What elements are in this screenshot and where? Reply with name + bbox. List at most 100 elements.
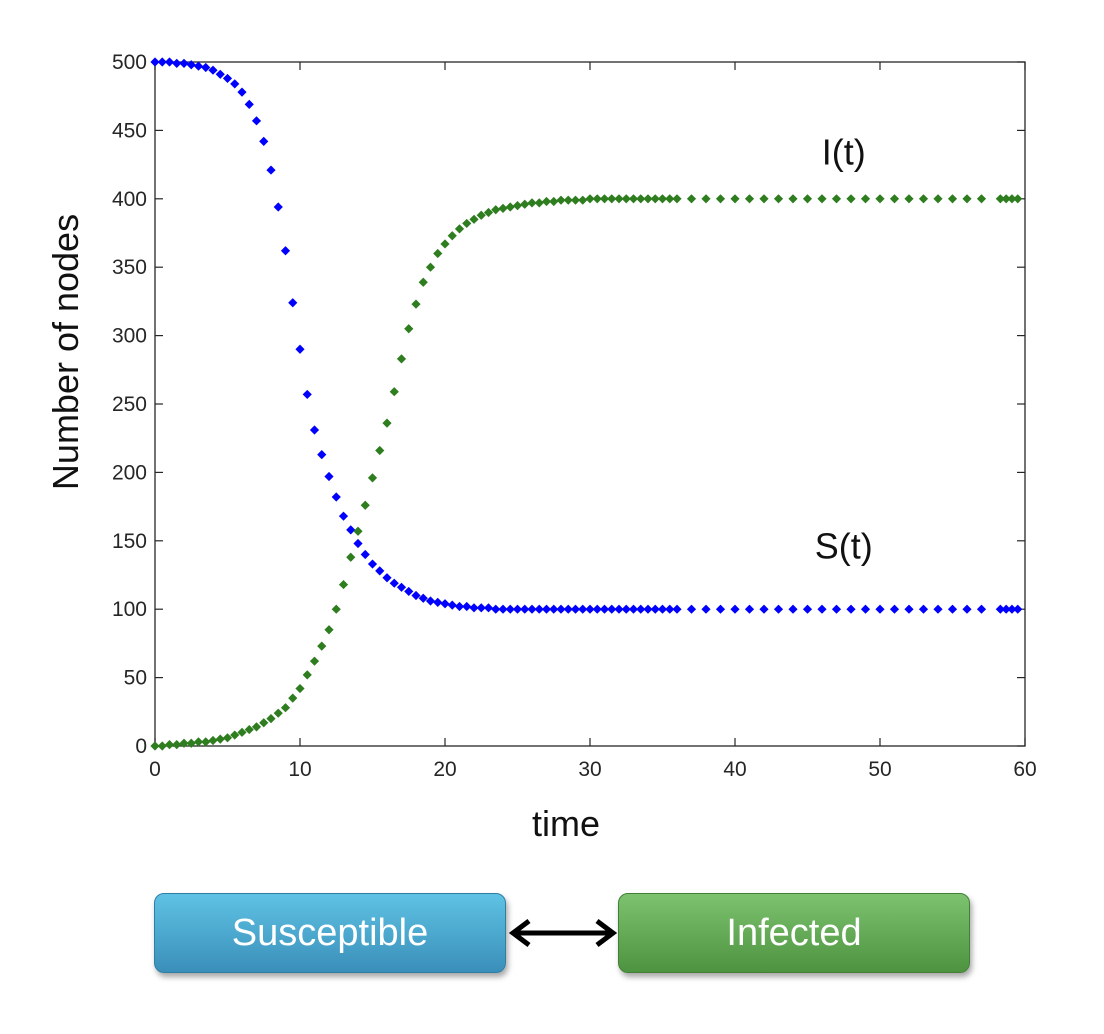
data-point — [193, 737, 204, 747]
data-point — [179, 58, 189, 68]
data-point — [302, 670, 312, 680]
data-point — [360, 549, 370, 560]
series-i — [150, 194, 1023, 751]
data-point — [534, 198, 544, 208]
data-point — [411, 299, 421, 309]
data-point — [527, 198, 537, 208]
data-point — [578, 604, 588, 614]
data-point — [527, 604, 537, 614]
data-point — [498, 203, 508, 213]
data-point — [773, 604, 784, 614]
data-point — [831, 194, 842, 204]
data-point — [222, 733, 233, 743]
data-point — [404, 586, 414, 597]
data-point — [172, 58, 182, 68]
data-point — [317, 641, 327, 651]
data-point — [338, 579, 349, 590]
data-point — [317, 450, 327, 460]
data-point — [570, 604, 581, 614]
data-point — [230, 730, 240, 740]
data-point — [331, 492, 341, 502]
data-point — [360, 500, 370, 510]
y-tick-label: 400 — [112, 188, 147, 211]
data-point — [846, 604, 856, 614]
data-point — [208, 65, 218, 75]
data-point — [476, 603, 486, 613]
data-point — [288, 693, 298, 703]
data-point — [396, 582, 407, 592]
data-point — [643, 604, 653, 614]
plot-area — [154, 61, 1026, 747]
curve-annotations: I(t) S(t) — [815, 132, 873, 567]
data-point — [995, 604, 1005, 614]
axis-ticks: 0 10 20 30 40 50 60 0 50 100 150 200 250 300 350 400 450… — [112, 51, 1037, 781]
data-point — [404, 324, 414, 334]
data-point — [628, 604, 639, 614]
data-point — [244, 724, 254, 735]
data-point — [150, 741, 160, 751]
data-point — [860, 604, 871, 614]
x-axis-title: time — [532, 803, 600, 844]
data-point — [904, 194, 914, 204]
data-point — [266, 714, 276, 724]
data-point — [179, 738, 189, 748]
data-point — [541, 604, 552, 614]
data-point — [817, 194, 827, 204]
data-point — [346, 552, 356, 562]
data-point — [585, 604, 595, 614]
y-tick-label: 200 — [112, 461, 147, 484]
data-point — [592, 194, 602, 204]
x-tick-label: 20 — [433, 758, 456, 781]
data-point — [599, 194, 610, 204]
data-point — [556, 195, 566, 205]
data-point — [324, 471, 334, 482]
data-point — [505, 202, 515, 212]
data-point — [657, 604, 668, 614]
data-point — [411, 590, 421, 601]
data-point — [650, 194, 660, 204]
data-point — [309, 656, 320, 666]
data-point — [520, 199, 530, 209]
y-tick-label: 0 — [135, 735, 147, 758]
data-point — [918, 194, 929, 204]
data-point — [817, 604, 827, 614]
data-point — [389, 578, 399, 588]
y-tick-label: 300 — [112, 325, 147, 348]
data-point — [636, 604, 646, 614]
curve-label: I(t) — [822, 132, 866, 173]
data-point — [491, 604, 501, 614]
x-tick-label: 10 — [288, 758, 311, 781]
data-point — [331, 604, 341, 614]
data-point — [541, 196, 552, 207]
data-point — [585, 194, 595, 204]
data-point — [215, 734, 225, 744]
data-point — [338, 511, 349, 521]
data-point — [280, 703, 291, 713]
data-point — [995, 194, 1005, 204]
data-point — [875, 194, 885, 204]
data-point — [933, 604, 943, 614]
data-point — [302, 389, 312, 400]
data-point — [382, 573, 392, 583]
data-point — [164, 57, 175, 67]
data-point — [556, 604, 566, 614]
y-tick-label: 150 — [112, 530, 147, 553]
series-s — [150, 57, 1023, 614]
y-tick-label: 250 — [112, 393, 147, 416]
data-point — [744, 194, 755, 204]
data-point — [1007, 604, 1017, 614]
data-point — [483, 207, 494, 218]
data-point — [520, 604, 530, 614]
data-point — [208, 735, 218, 746]
data-point — [425, 262, 436, 272]
data-point — [904, 604, 914, 614]
data-point — [346, 525, 356, 535]
data-point — [396, 354, 407, 364]
data-point — [947, 604, 958, 614]
data-point — [643, 194, 653, 204]
data-point — [831, 604, 842, 614]
data-point — [157, 741, 167, 751]
data-point — [425, 596, 436, 606]
data-point — [353, 526, 363, 536]
sis-chart: 0 10 20 30 40 50 60 0 50 100 150 200 250 300 350 400 450… — [45, 51, 1037, 844]
